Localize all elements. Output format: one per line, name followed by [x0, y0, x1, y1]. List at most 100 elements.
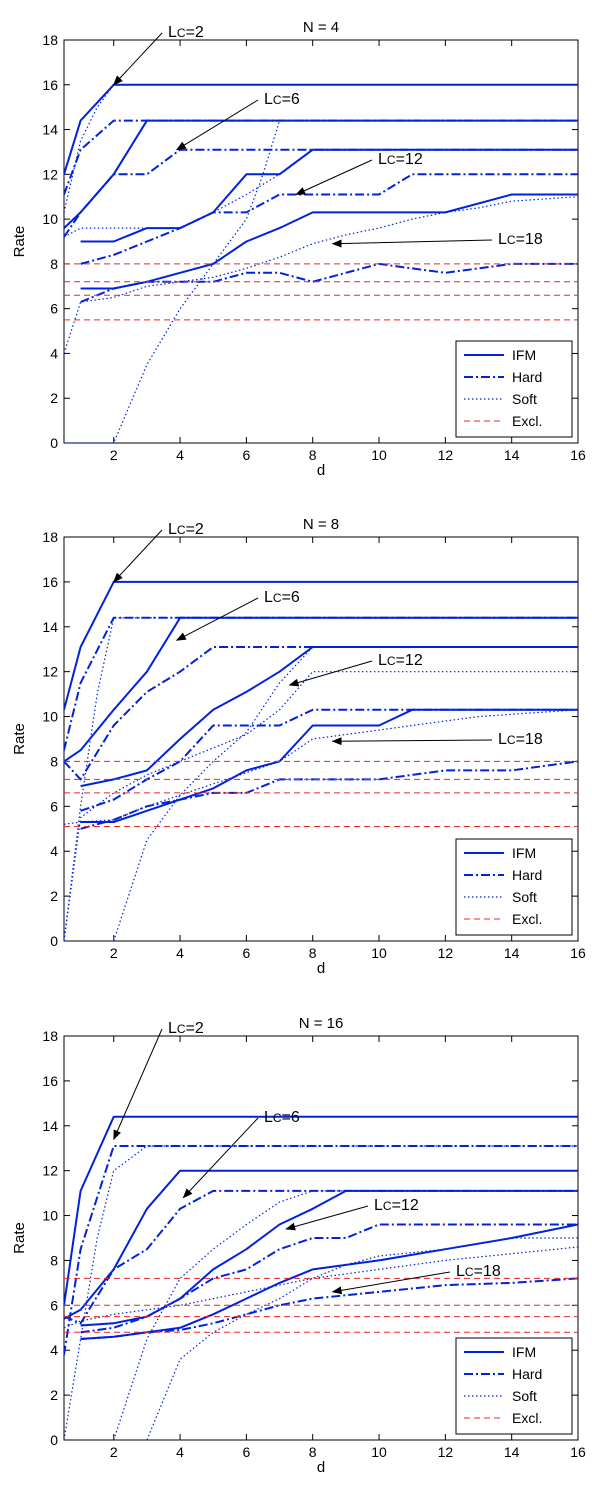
y-tick-label: 6	[50, 798, 58, 814]
chart-panel-1: 2 4 6 8 10 12 14 16 0 2 4 6 8 10 12 14 16 18 N = 4 d Rate LC=…	[11, 19, 586, 479]
y-tick-label: 4	[50, 1342, 58, 1358]
x-tick-label: 12	[438, 945, 454, 961]
series-group	[64, 1115, 578, 1440]
series-line-hard	[80, 173, 578, 265]
series-group	[64, 580, 578, 941]
y-tick-label: 10	[42, 211, 58, 227]
annotation-arrow	[175, 597, 259, 641]
series-line-soft	[64, 709, 578, 825]
x-tick-label: 16	[570, 447, 586, 463]
annotation-label: LC=12	[378, 652, 423, 669]
x-tick-label: 6	[242, 447, 250, 463]
series-line-soft	[113, 1190, 578, 1440]
y-tick-label: 6	[50, 301, 58, 317]
y-tick-label: 12	[42, 1163, 58, 1179]
x-axis-label: d	[317, 1459, 325, 1476]
legend-label: Hard	[512, 867, 542, 883]
legend-label: IFM	[512, 347, 536, 363]
x-tick-label: 12	[438, 1444, 454, 1460]
y-tick-label: 0	[50, 435, 58, 451]
y-axis-label: Rate	[11, 723, 28, 755]
y-tick-label: 12	[42, 166, 58, 182]
series-line-soft	[64, 671, 578, 941]
x-tick-label: 4	[176, 945, 184, 961]
y-tick-label: 4	[50, 843, 58, 859]
legend-label: Soft	[512, 889, 537, 905]
annotation-arrow	[295, 159, 373, 195]
y-tick-label: 16	[42, 574, 58, 590]
series-line-hard	[80, 1277, 578, 1340]
annotation-label: LC=12	[378, 151, 423, 168]
chart-title: N = 16	[299, 1015, 344, 1032]
annotation-arrow	[182, 1117, 259, 1199]
annotation-arrow	[331, 1271, 451, 1295]
series-line-ifm	[80, 646, 578, 788]
legend: IFM Hard Soft Excl.	[455, 838, 573, 936]
series-line-ifm	[64, 616, 578, 763]
y-tick-label: 14	[42, 1118, 58, 1134]
y-tick-label: 14	[42, 619, 58, 635]
annotation-label: LC=18	[498, 731, 543, 748]
x-tick-label: 10	[371, 1444, 387, 1460]
x-tick-label: 16	[570, 1444, 586, 1460]
y-tick-label: 16	[42, 77, 58, 93]
chart-title: N = 4	[303, 19, 339, 36]
x-axis-label: d	[317, 462, 325, 479]
annotation-label: LC=2	[168, 24, 204, 41]
y-tick-label: 12	[42, 664, 58, 680]
annotation-arrow	[113, 529, 163, 583]
y-tick-label: 8	[50, 1252, 58, 1268]
x-tick-label: 10	[371, 447, 387, 463]
annotation-arrow	[113, 1028, 163, 1141]
x-axis-label: d	[317, 960, 325, 977]
y-tick-label: 0	[50, 933, 58, 949]
series-line-ifm	[64, 1115, 578, 1306]
series-line-hard	[64, 1189, 578, 1325]
legend-label: Hard	[512, 369, 542, 385]
y-axis-label: Rate	[11, 1222, 28, 1254]
annotation-arrow	[113, 32, 163, 86]
legend: IFM Hard Soft Excl.	[455, 1337, 573, 1435]
annotation-label: LC=2	[168, 521, 204, 538]
series-line-ifm	[64, 580, 578, 711]
series-line-hard	[80, 1223, 578, 1334]
series-line-hard	[64, 1145, 578, 1355]
series-group	[64, 83, 578, 443]
x-tick-label: 8	[309, 447, 317, 463]
x-tick-label: 2	[110, 945, 118, 961]
series-line-hard	[80, 760, 578, 830]
x-tick-label: 6	[242, 945, 250, 961]
annotation-label: LC=12	[374, 1197, 419, 1214]
x-tick-label: 2	[110, 1444, 118, 1460]
y-tick-label: 6	[50, 1297, 58, 1313]
annotation-label: LC=18	[456, 1263, 501, 1280]
series-line-ifm	[80, 1189, 578, 1327]
series-line-soft	[64, 149, 578, 238]
series-line-ifm	[80, 1223, 578, 1340]
annotation-arrow	[331, 737, 493, 746]
annotation-label: LC=18	[498, 231, 543, 248]
y-tick-label: 18	[42, 32, 58, 48]
x-tick-label: 6	[242, 1444, 250, 1460]
annotation-label: LC=6	[264, 91, 300, 108]
annotation-arrow	[331, 239, 493, 248]
legend-label: Excl.	[512, 1410, 542, 1426]
series-line-soft	[64, 84, 578, 213]
y-tick-label: 18	[42, 529, 58, 545]
x-tick-label: 14	[504, 447, 520, 463]
y-tick-label: 14	[42, 122, 58, 138]
series-line-ifm	[64, 1169, 578, 1320]
x-tick-label: 12	[438, 447, 454, 463]
legend-label: Soft	[512, 391, 537, 407]
x-tick-label: 4	[176, 1444, 184, 1460]
annotation-arrow	[175, 99, 259, 151]
x-tick-label: 14	[504, 945, 520, 961]
y-tick-label: 2	[50, 888, 58, 904]
y-tick-label: 16	[42, 1073, 58, 1089]
x-tick-label: 2	[110, 447, 118, 463]
x-tick-label: 8	[309, 945, 317, 961]
y-tick-label: 18	[42, 1028, 58, 1044]
chart-panel-3: 2 4 6 8 10 12 14 16 0 2 4 6 8 10 12 14 16 18 N = 16 d Rate LC…	[11, 1015, 586, 1476]
x-tick-label: 10	[371, 945, 387, 961]
series-line-soft	[64, 196, 578, 354]
